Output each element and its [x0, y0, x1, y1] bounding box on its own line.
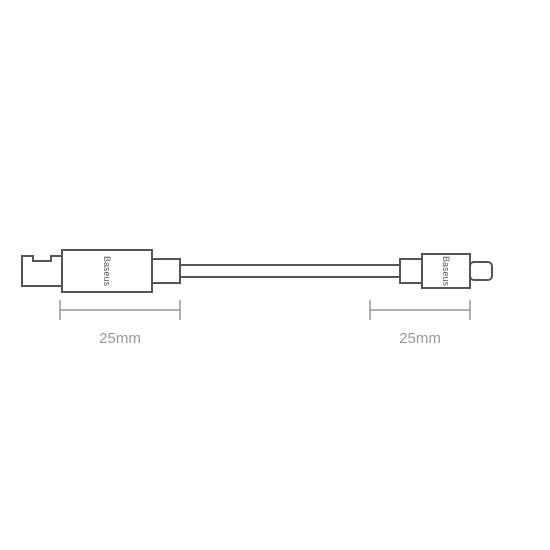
dimension-label-left: 25mm [99, 330, 141, 347]
dimension-label-right: 25mm [399, 330, 441, 347]
brand-label-usb: Baseus [102, 256, 112, 286]
brand-label-lightning: Baseus [441, 256, 451, 286]
cable-diagram [0, 0, 550, 550]
